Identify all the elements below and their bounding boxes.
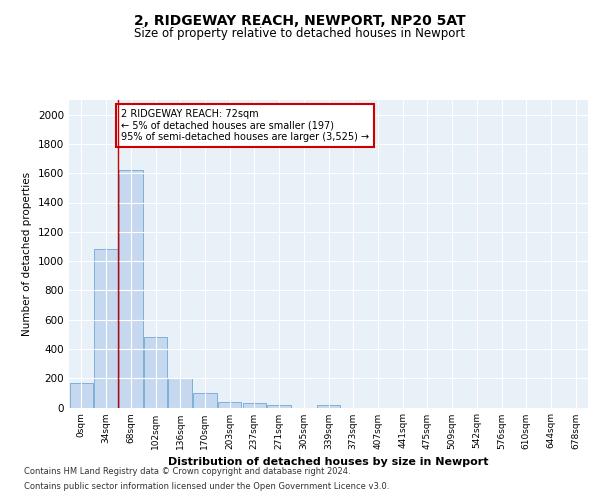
Bar — [169, 378, 192, 408]
Bar — [218, 402, 241, 407]
Bar — [70, 384, 93, 407]
Bar — [317, 404, 340, 407]
Bar — [94, 248, 118, 408]
Bar — [119, 170, 143, 408]
Bar — [242, 403, 266, 407]
Y-axis label: Number of detached properties: Number of detached properties — [22, 172, 32, 336]
Text: Size of property relative to detached houses in Newport: Size of property relative to detached ho… — [134, 28, 466, 40]
X-axis label: Distribution of detached houses by size in Newport: Distribution of detached houses by size … — [168, 457, 489, 467]
Text: 2, RIDGEWAY REACH, NEWPORT, NP20 5AT: 2, RIDGEWAY REACH, NEWPORT, NP20 5AT — [134, 14, 466, 28]
Bar — [193, 393, 217, 407]
Text: 2 RIDGEWAY REACH: 72sqm
← 5% of detached houses are smaller (197)
95% of semi-de: 2 RIDGEWAY REACH: 72sqm ← 5% of detached… — [121, 109, 369, 142]
Bar — [268, 404, 291, 407]
Bar — [144, 337, 167, 407]
Text: Contains HM Land Registry data © Crown copyright and database right 2024.: Contains HM Land Registry data © Crown c… — [24, 467, 350, 476]
Text: Contains public sector information licensed under the Open Government Licence v3: Contains public sector information licen… — [24, 482, 389, 491]
